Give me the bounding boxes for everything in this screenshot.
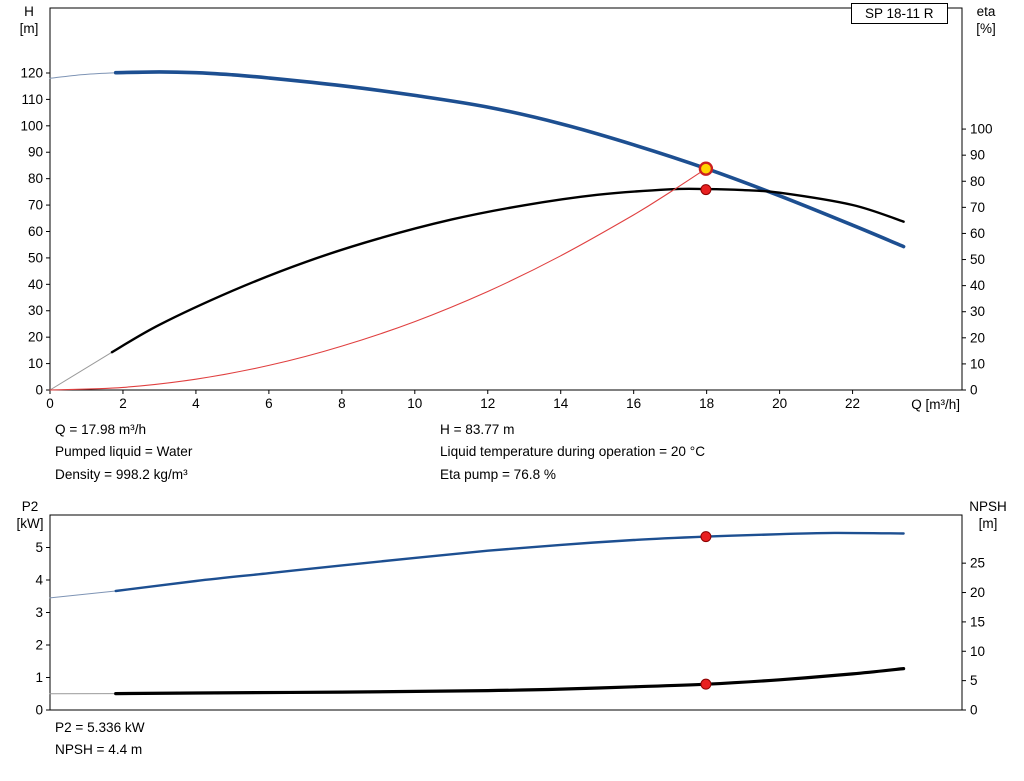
h-axis-name: H [24,4,34,19]
duty-point[interactable] [698,161,714,176]
info-h: H = 83.77 m [440,422,515,437]
x-axis-tick-label: 22 [845,396,860,411]
npsh-axis-title: NPSH [m] [960,498,1016,532]
right-axis-tick-label: 70 [970,200,985,215]
right-axis-tick-label: 15 [970,614,985,629]
right-axis-tick-label: 20 [970,585,985,600]
p2-axis-name: P2 [21,499,39,514]
left-axis-tick-label: 0 [35,703,43,718]
info-q: Q = 17.98 m³/h [55,422,147,437]
left-axis-tick-label: 10 [28,356,43,371]
eta-axis-unit: [%] [976,21,996,36]
x-axis-tick-label: 14 [553,396,569,411]
right-axis-tick-label: 0 [970,383,978,398]
npsh-axis-name: NPSH [969,499,1007,514]
x-axis-tick-label: 0 [46,396,54,411]
npsh-axis-unit: [m] [978,516,998,531]
h-curve-lead [49,72,117,79]
right-axis-tick-label: 40 [970,278,985,293]
p2-curve [114,531,905,593]
right-axis-tick-label: 25 [970,556,985,571]
left-axis-tick-label: 60 [28,224,43,239]
left-axis-tick-label: 80 [28,171,43,186]
p2-curve-lead [49,590,117,599]
pump-model-badge: SP 18-11 R [851,3,948,24]
left-axis-tick-label: 110 [21,92,43,107]
h-axis-unit: [m] [19,21,39,36]
eta-curve-lead [49,351,113,391]
eta-axis-title: eta [%] [964,3,1008,37]
right-axis-tick-label: 5 [970,673,978,688]
left-axis-tick-label: 70 [28,198,43,213]
info-column-right: H = 83.77 m Liquid temperature during op… [440,419,705,486]
left-axis-tick-label: 100 [20,118,43,133]
p2-axis-title: P2 [kW] [10,498,50,532]
info-pumped-liquid: Pumped liquid = Water [55,444,193,460]
eta-axis-name: eta [976,4,996,19]
right-axis-tick-label: 10 [970,644,985,659]
p2-axis-unit: [kW] [16,516,44,531]
right-axis-tick-label: 80 [970,174,985,189]
info-density: Density = 998.2 kg/m³ [55,466,188,482]
h-axis-title: H [m] [10,3,48,37]
left-axis-tick-label: 30 [28,303,43,318]
x-axis-tick-label: 10 [407,396,422,411]
info-column-left: Q = 17.98 m³/h Pumped liquid = Water Den… [55,419,192,486]
right-axis-tick-label: 0 [970,703,978,718]
footer-npsh: NPSH = 4.4 m [55,742,143,758]
footer-results: P2 = 5.336 kW NPSH = 4.4 m [55,717,145,762]
right-axis-tick-label: 60 [970,226,985,241]
info-liquid-temperature: Liquid temperature during operation = 20… [440,444,706,460]
left-axis-tick-label: 120 [20,65,43,80]
qh-eta-chart: 0102030405060708090100110120010203040506… [20,7,993,411]
p2-duty-point [700,531,712,543]
footer-p2: P2 = 5.336 kW [55,720,145,735]
right-axis-tick-label: 100 [970,122,993,137]
left-axis-tick-label: 3 [35,605,43,620]
left-axis-tick-label: 0 [35,383,43,398]
right-axis-tick-label: 30 [970,304,985,319]
q-axis-label: Q [m³/h] [911,397,960,412]
eta-duty-point [700,184,712,196]
left-axis-tick-label: 50 [28,250,43,265]
left-axis-tick-label: 1 [35,670,43,685]
npsh-curve [114,667,906,696]
right-axis-tick-label: 20 [970,330,985,345]
x-axis-tick-label: 8 [338,396,346,411]
x-axis-tick-label: 6 [265,396,273,411]
x-axis-tick-label: 4 [192,396,200,411]
info-eta-pump: Eta pump = 76.8 % [440,466,556,482]
x-axis-tick-label: 18 [699,396,714,411]
p2-npsh-plot-border [49,514,963,711]
x-axis-tick-label: 12 [480,396,495,411]
right-axis-tick-label: 50 [970,252,985,267]
p2-npsh-chart: 0 1 2 3 4 5 0 5 10 15 20 25 [35,514,985,718]
left-axis-tick-label: 2 [35,638,43,653]
x-axis-tick-label: 20 [772,396,787,411]
x-axis-tick-label: 2 [119,396,127,411]
npsh-duty-point [700,678,712,690]
eta-curve [110,187,905,354]
right-axis-tick-label: 10 [970,356,985,371]
left-axis-tick-label: 90 [28,145,43,160]
system-curve [49,168,707,391]
left-axis-tick-label: 20 [28,330,43,345]
left-axis-tick-label: 4 [35,573,43,588]
right-axis-tick-label: 90 [970,148,985,163]
left-axis-tick-label: 40 [28,277,43,292]
left-axis-tick-label: 5 [35,540,43,555]
x-axis-tick-label: 16 [626,396,641,411]
